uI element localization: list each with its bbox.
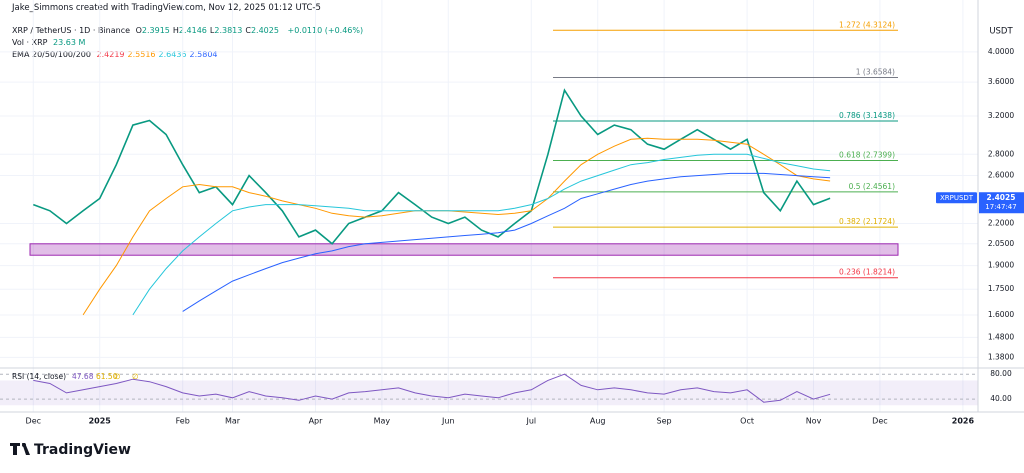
x-tick-label: 2025 [89, 417, 112, 426]
ema-line [182, 172, 831, 312]
y-tick-label: 2.8000 [988, 149, 1014, 158]
ohlc-key: O [135, 26, 142, 35]
y-tick-label: 3.6000 [988, 77, 1014, 86]
rsi-extra: 61.50 [96, 372, 118, 381]
rsi-title: RSI (14, close) [12, 372, 66, 381]
ohlc-key: H [172, 26, 179, 35]
ema-label: EMA 20/50/100/200 [12, 50, 91, 59]
fib-label: 0.236 (1.8214) [839, 268, 895, 277]
x-tick-label: Mar [225, 417, 241, 426]
fib-label: 0.382 (2.1724) [839, 217, 895, 226]
y-tick-label: 1.3800 [988, 352, 1014, 361]
x-tick-label: Nov [806, 417, 822, 426]
ema-line [132, 153, 831, 316]
price-tag-label: 2.4025 [987, 193, 1016, 202]
y-tick-label: 4.0000 [988, 47, 1014, 56]
currency: USDT [989, 27, 1013, 37]
logo-text: TradingView [34, 442, 131, 458]
logo-icon [10, 443, 30, 455]
rsi-tick-label: 80.00 [990, 369, 1012, 378]
fib-label: 0.618 (2.7399) [839, 151, 895, 160]
y-tick-label: 2.6000 [988, 171, 1014, 180]
change: +0.0110 (+0.46%) [287, 26, 364, 35]
y-tick-label: 2.2000 [988, 219, 1014, 228]
y-tick-label: 1.6000 [988, 310, 1014, 319]
symbol-line: XRP / TetherUS · 1D · Binance O2.3915 H2.… [12, 26, 366, 35]
x-tick-label: Sep [657, 417, 672, 426]
series-line [33, 373, 831, 403]
ema-value: 2.4219 [96, 50, 125, 59]
rsi-extra: ∅ [132, 372, 139, 381]
ohlc-value: 2.4025 [250, 26, 279, 35]
ohlc-value: 2.3813 [214, 26, 243, 35]
countdown: 17:47:47 [985, 203, 1016, 211]
rsi-tick-label: 40.00 [990, 394, 1012, 403]
ohlc-key: C [245, 26, 251, 35]
y-tick-label: 1.9000 [988, 261, 1014, 270]
ema-line: EMA 20/50/100/200 2.4219 2.5516 2.6436 2.58… [12, 50, 221, 59]
ema-value: 2.5804 [189, 50, 218, 59]
ohlc: O2.3915 H2.4146 L2.3813 C2.4025 [136, 26, 282, 35]
x-tick-label: Apr [309, 417, 324, 426]
x-tick-label: Oct [740, 417, 754, 426]
x-tick-label: 2026 [952, 417, 975, 426]
x-tick-label: Dec [872, 417, 887, 426]
ema-line [82, 137, 831, 316]
y-tick-label: 1.7500 [988, 284, 1014, 293]
symbol: XRP / TetherUS · 1D · Binance [12, 26, 131, 35]
rsi-band [0, 380, 978, 406]
author-line: Jake_Simmons created with TradingView.co… [12, 3, 321, 13]
fib-label: 0.5 (2.4561) [849, 182, 895, 191]
ohlc-value: 2.4146 [178, 26, 207, 35]
volume-line: Vol · XRP 23.63 M [12, 38, 88, 47]
rsi-value: 47.68 [72, 372, 94, 381]
x-tick-label: May [374, 417, 391, 426]
fib-label: 1.272 (4.3124) [839, 20, 895, 29]
logo-dot [22, 443, 26, 447]
price-tag [979, 192, 1024, 214]
ema-value: 2.6436 [158, 50, 187, 59]
ohlc-key: L [209, 26, 215, 35]
y-tick-label: 1.4800 [988, 332, 1014, 341]
volume-value: 23.63 M [53, 38, 86, 47]
x-tick-label: Dec [26, 417, 41, 426]
y-tick-label: 3.2000 [988, 111, 1014, 120]
fib-label: 1 (3.6584) [856, 68, 895, 77]
x-tick-label: Jul [525, 417, 536, 426]
series-line [33, 88, 831, 245]
ohlc-value: 2.3915 [141, 26, 170, 35]
x-tick-label: Aug [590, 417, 606, 426]
x-tick-label: Feb [176, 417, 190, 426]
x-tick-label: Jun [441, 417, 455, 426]
fib-label: 0.786 (3.1438) [839, 111, 895, 120]
rsi-extra: ∅ [114, 372, 121, 381]
volume-label: Vol · XRP [12, 38, 48, 47]
symbol-tag [936, 192, 977, 204]
symbol-tag-label: XRPUSDT [940, 194, 974, 202]
y-tick-label: 2.0500 [988, 239, 1014, 248]
support-zone [29, 243, 899, 256]
ema-value: 2.5516 [127, 50, 156, 59]
